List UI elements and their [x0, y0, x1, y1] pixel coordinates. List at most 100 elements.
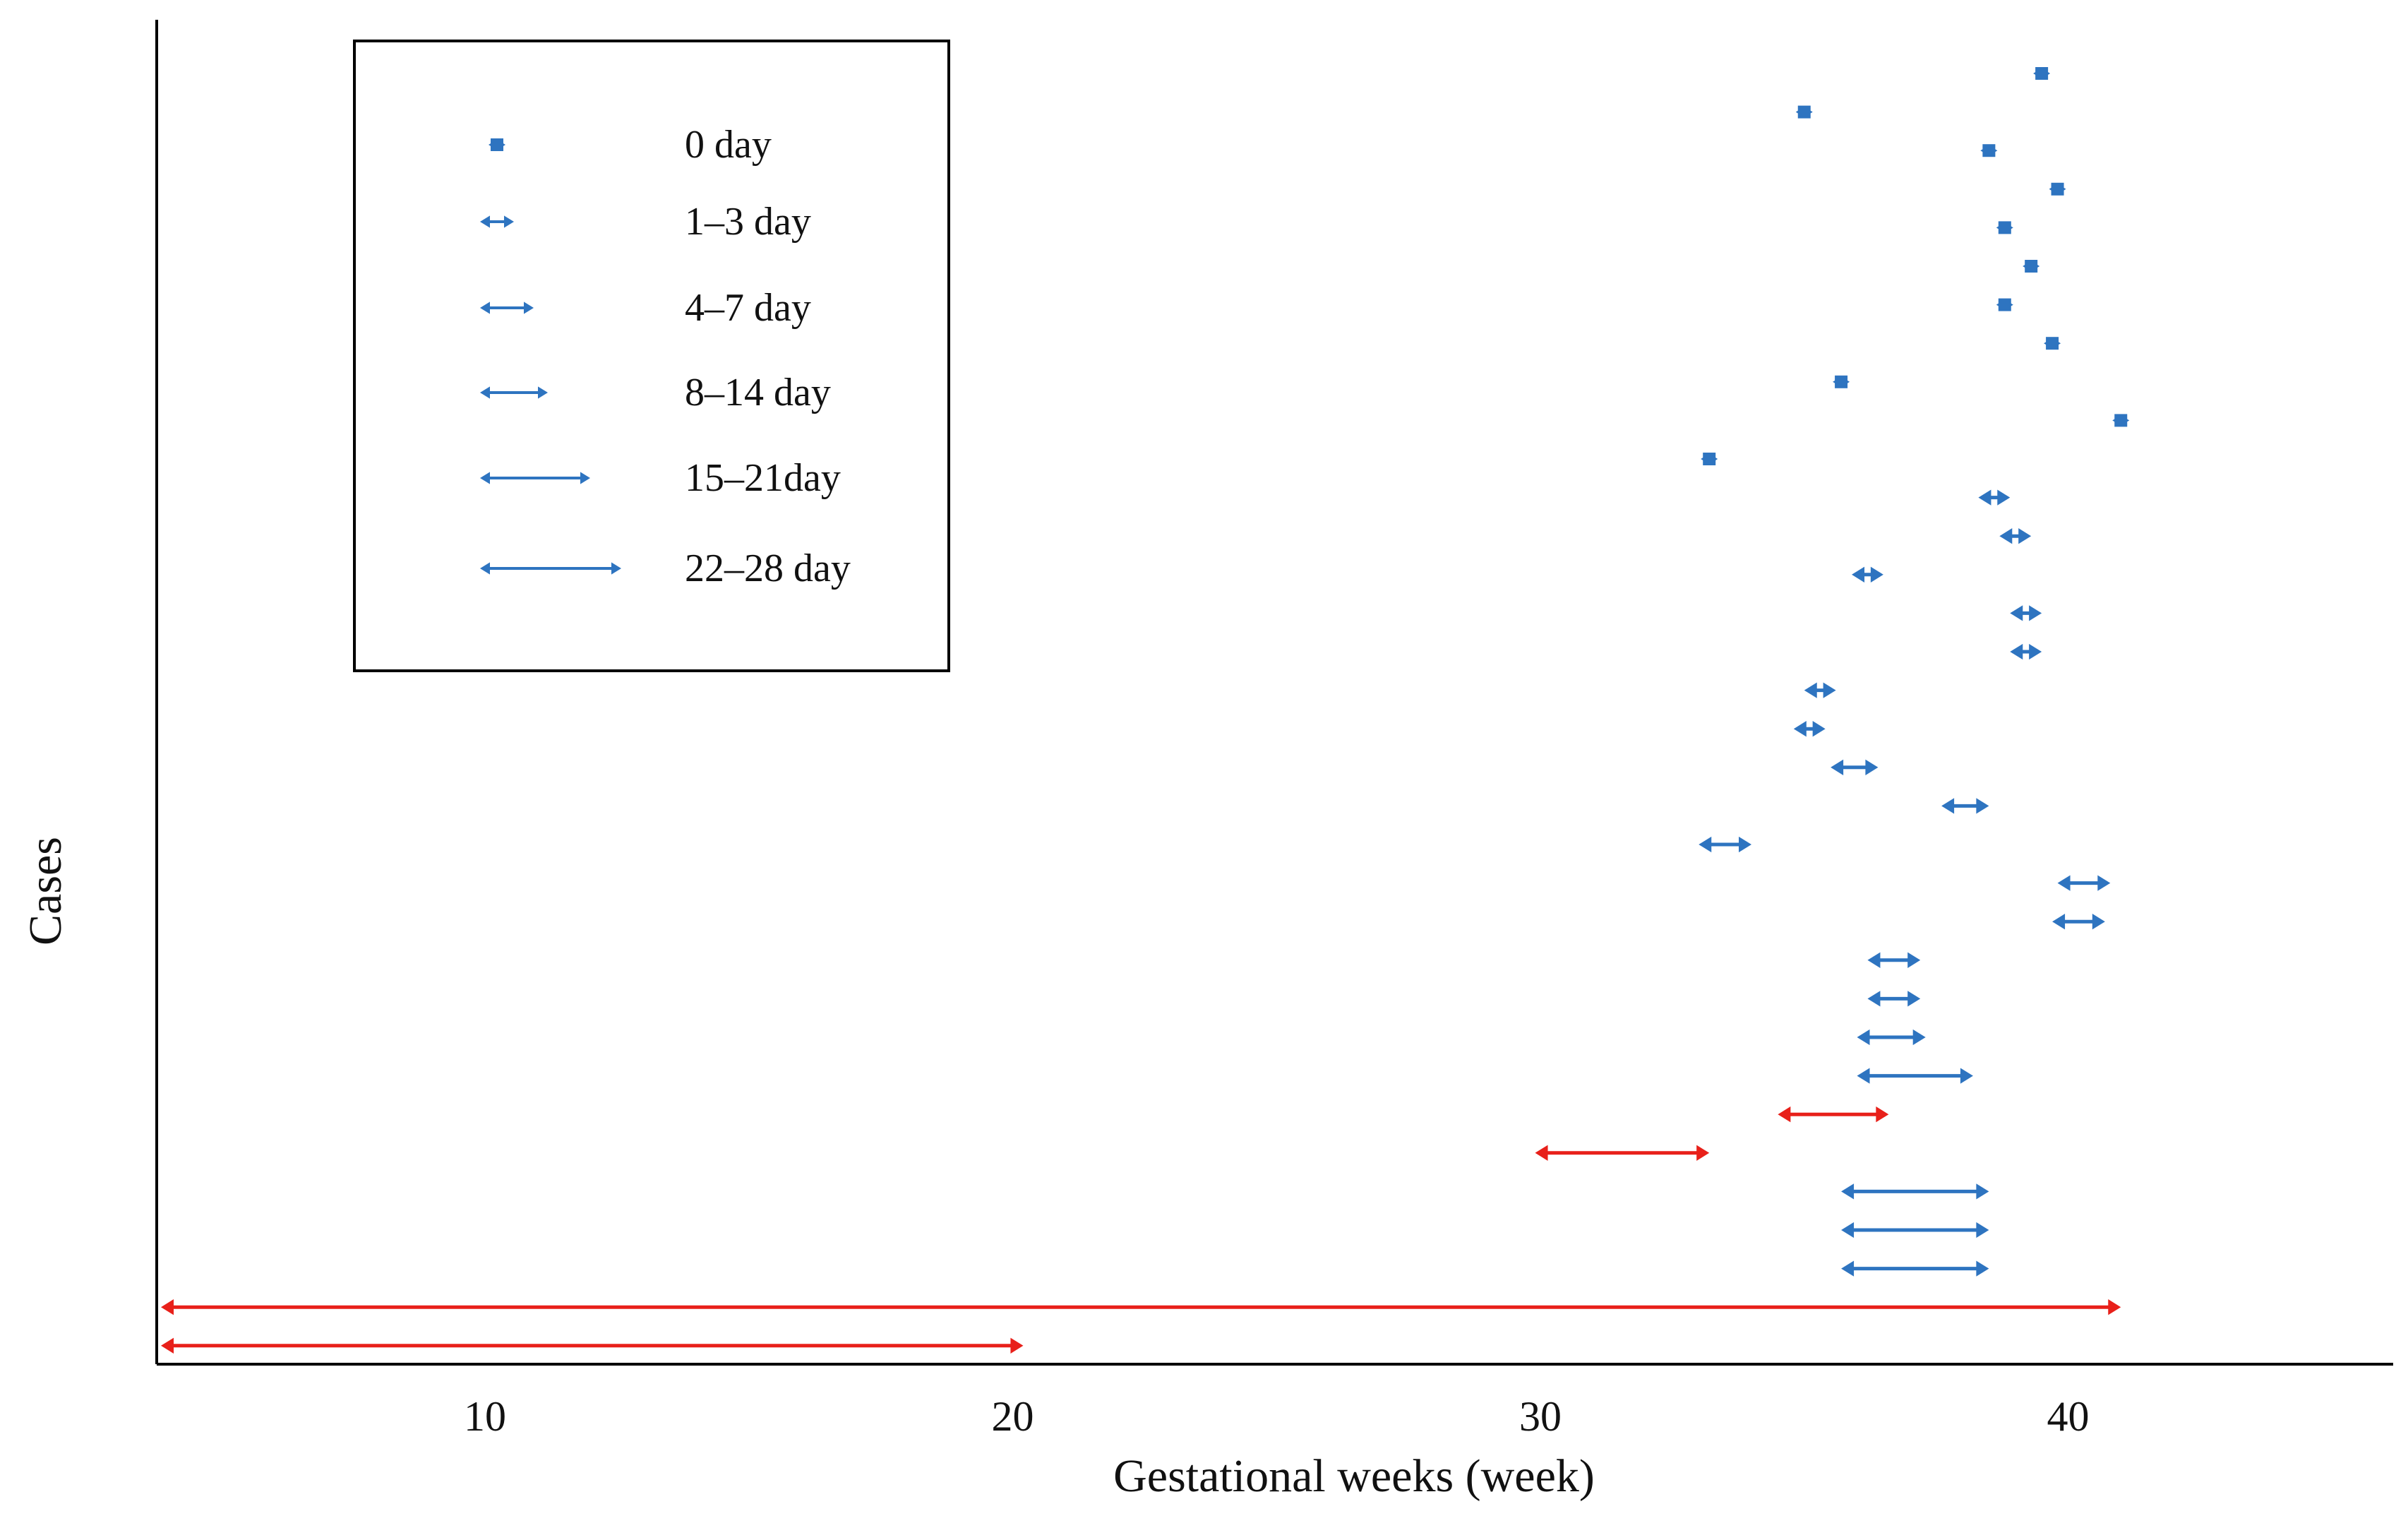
- case-left-arrowhead: [1996, 224, 2002, 232]
- case-right-arrowhead: [1997, 489, 2011, 506]
- case-interval: [161, 1337, 1024, 1354]
- y-axis-title: Cases: [20, 837, 71, 945]
- case-left-arrowhead: [2044, 340, 2050, 347]
- legend-sample-left-arrowhead: [480, 562, 490, 575]
- legend-label: 8–14 day: [685, 371, 831, 414]
- case-right-arrowhead: [2029, 643, 2042, 660]
- case-right-arrowhead: [2007, 224, 2013, 232]
- legend-item: 8–14 day: [480, 371, 831, 414]
- legend-label: 1–3 day: [685, 200, 811, 244]
- x-tick-label: 10: [464, 1393, 506, 1440]
- case-right-arrowhead: [2092, 914, 2105, 930]
- legend-items: 0 day 1–3 day 4–7 day 8–14 day 15–21day 22–28…: [480, 123, 851, 590]
- x-tick-label: 20: [992, 1393, 1034, 1440]
- case-left-arrowhead: [161, 1337, 174, 1354]
- case-right-arrowhead: [1823, 682, 1836, 698]
- legend-item: 0 day: [489, 123, 772, 167]
- legend-sample-left-arrowhead: [480, 215, 490, 228]
- case-left-arrowhead: [1841, 1222, 1855, 1238]
- case-interval: [1980, 144, 1998, 157]
- case-right-arrowhead: [2029, 605, 2042, 621]
- case-left-arrowhead: [2057, 875, 2071, 891]
- case-right-arrowhead: [1696, 1145, 1710, 1161]
- x-tick-labels: 10 20 30 40: [464, 1393, 2090, 1440]
- case-interval: [1793, 721, 1826, 737]
- case-interval: [1867, 952, 1921, 968]
- case-left-arrowhead: [1841, 1260, 1855, 1277]
- case-right-arrowhead: [1865, 759, 1879, 775]
- case-left-arrowhead: [1978, 489, 1991, 506]
- case-interval: [2052, 914, 2105, 930]
- legend-sample-left-arrowhead: [489, 141, 494, 148]
- case-interval: [1941, 798, 1989, 814]
- case-interval: [1999, 528, 2032, 544]
- legend: 0 day 1–3 day 4–7 day 8–14 day 15–21day 22–28…: [353, 40, 950, 672]
- case-interval: [1701, 453, 1718, 465]
- case-left-arrowhead: [2010, 643, 2023, 660]
- case-interval: [2049, 182, 2066, 196]
- case-interval: [1857, 1068, 1973, 1084]
- case-interval: [1804, 682, 1836, 698]
- case-right-arrowhead: [2124, 417, 2130, 424]
- case-left-arrowhead: [2112, 417, 2119, 424]
- case-left-arrowhead: [1793, 721, 1807, 737]
- case-right-arrowhead: [2018, 528, 2032, 544]
- case-interval: [1841, 1222, 1989, 1238]
- case-right-arrowhead: [1807, 108, 1813, 116]
- legend-sample-left-arrowhead: [480, 472, 490, 484]
- case-left-arrowhead: [2033, 70, 2039, 77]
- case-interval: [1699, 836, 1751, 853]
- legend-sample-right-arrowhead: [500, 141, 505, 148]
- axes: [155, 20, 2393, 1366]
- case-left-arrowhead: [1795, 108, 1802, 116]
- case-left-arrowhead: [1535, 1145, 1548, 1161]
- case-left-arrowhead: [1778, 1106, 1791, 1123]
- legend-label: 15–21day: [685, 456, 841, 500]
- case-interval: [1852, 566, 1883, 583]
- case-interval: [1857, 1029, 1926, 1046]
- legend-box: [353, 40, 950, 672]
- legend-sample-left-arrowhead: [480, 386, 490, 399]
- case-left-arrowhead: [1999, 528, 2013, 544]
- legend-sample-right-arrowhead: [504, 215, 514, 228]
- case-right-arrowhead: [2097, 875, 2111, 891]
- case-left-arrowhead: [1833, 378, 1839, 386]
- legend-label: 0 day: [685, 123, 772, 167]
- case-interval: [1867, 991, 1921, 1007]
- case-interval: [1841, 1260, 1989, 1277]
- case-interval: [1831, 759, 1879, 775]
- case-right-arrowhead: [1960, 1068, 1973, 1084]
- case-left-arrowhead: [1852, 566, 1865, 583]
- case-right-arrowhead: [2055, 340, 2061, 347]
- case-left-arrowhead: [1941, 798, 1955, 814]
- case-left-arrowhead: [1867, 952, 1881, 968]
- legend-item: 22–28 day: [480, 547, 851, 590]
- case-right-arrowhead: [2108, 1299, 2121, 1315]
- case-interval: [161, 1299, 2121, 1315]
- case-interval: [2057, 875, 2111, 891]
- case-interval: [2044, 337, 2061, 350]
- case-left-arrowhead: [1841, 1183, 1855, 1200]
- case-right-arrowhead: [1976, 1222, 1989, 1238]
- case-left-arrowhead: [1701, 455, 1707, 462]
- case-interval: [1841, 1183, 1989, 1200]
- case-interval: [2033, 67, 2051, 80]
- case-interval: [1535, 1145, 1710, 1161]
- x-tick-label: 30: [1519, 1393, 1562, 1440]
- case-right-arrowhead: [1010, 1337, 1024, 1354]
- x-axis-title: Gestational weeks (week): [1113, 1450, 1595, 1502]
- case-right-arrowhead: [2044, 70, 2051, 77]
- legend-item: 1–3 day: [480, 200, 811, 244]
- case-right-arrowhead: [2060, 185, 2066, 193]
- case-interval: [1978, 489, 2011, 506]
- case-interval: [1833, 375, 1850, 388]
- case-interval: [2112, 414, 2130, 427]
- case-left-arrowhead: [1857, 1029, 1870, 1046]
- case-interval: [1795, 105, 1813, 119]
- case-right-arrowhead: [1739, 836, 1751, 853]
- case-interval: [2010, 643, 2042, 660]
- legend-item: 15–21day: [480, 456, 841, 500]
- case-interval: [2023, 260, 2040, 273]
- legend-item: 4–7 day: [480, 286, 811, 330]
- case-left-arrowhead: [1857, 1068, 1870, 1084]
